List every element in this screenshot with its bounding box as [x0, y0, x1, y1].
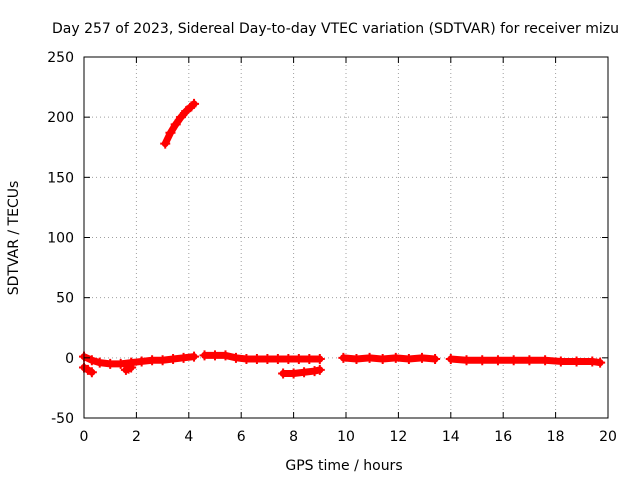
data-point [299, 367, 310, 378]
data-point [160, 138, 171, 149]
data-point [189, 98, 200, 109]
data-point [230, 352, 241, 363]
data-point [314, 354, 325, 365]
data-point [251, 354, 262, 365]
data-point [181, 106, 192, 117]
data-point [241, 354, 252, 365]
data-point [283, 354, 294, 365]
data-points [79, 98, 606, 379]
data-point [430, 354, 441, 365]
data-point [94, 357, 105, 368]
x-tick-label: 20 [599, 429, 617, 445]
y-tick-label: 250 [47, 50, 74, 66]
data-point [168, 354, 179, 365]
data-point [492, 355, 503, 366]
x-tick-label: 2 [132, 429, 141, 445]
data-point [126, 362, 137, 373]
y-tick-label: 200 [47, 110, 74, 126]
data-point [293, 354, 304, 365]
data-point [210, 350, 220, 361]
data-point [540, 355, 551, 366]
y-axis-label: SDTVAR / TECUs [6, 181, 22, 296]
x-tick-label: 18 [547, 429, 565, 445]
x-tick-label: 4 [184, 429, 193, 445]
data-point [220, 350, 231, 361]
y-tick-label: 150 [47, 170, 74, 186]
data-point [278, 368, 289, 379]
x-tick-label: 12 [389, 429, 407, 445]
x-tick-label: 10 [337, 429, 355, 445]
axis-ticks: 0 2 4 6 8 10 12 14 16 18 20 -50 0 50 100 150 200 250 [47, 50, 617, 445]
data-point [272, 354, 283, 365]
y-tick-label: 50 [56, 291, 74, 307]
data-point [115, 358, 126, 369]
data-point [175, 112, 186, 123]
data-point [351, 354, 362, 365]
data-point [199, 350, 210, 361]
data-point [189, 351, 200, 362]
data-point [288, 368, 299, 379]
data-point [416, 352, 427, 363]
data-point [86, 355, 97, 366]
x-tick-label: 0 [80, 429, 89, 445]
data-point [338, 352, 349, 363]
data-point [477, 355, 488, 366]
x-tick-label: 14 [442, 429, 460, 445]
y-tick-label: 0 [65, 351, 74, 367]
x-tick-label: 16 [494, 429, 512, 445]
data-point [86, 367, 97, 378]
x-axis-label: GPS time / hours [285, 458, 402, 474]
data-point [390, 352, 401, 363]
chart-title: Day 257 of 2023, Sidereal Day-to-day VTE… [52, 21, 619, 37]
data-point [377, 354, 388, 365]
data-point [555, 356, 566, 367]
data-point [587, 356, 598, 367]
data-point [304, 354, 315, 365]
data-point [165, 127, 176, 138]
data-point [178, 352, 189, 363]
data-point [461, 355, 472, 366]
data-point [364, 352, 375, 363]
data-point [136, 356, 147, 367]
data-point [508, 355, 519, 366]
data-point [524, 355, 535, 366]
data-point [595, 357, 606, 368]
x-tick-label: 6 [237, 429, 246, 445]
data-point [157, 355, 168, 366]
data-point [262, 354, 273, 365]
data-point [403, 354, 414, 365]
data-point [445, 354, 456, 365]
data-point [147, 355, 158, 366]
data-point [170, 119, 181, 130]
data-point [571, 356, 582, 367]
data-point [105, 358, 116, 369]
data-point [314, 364, 325, 375]
y-tick-label: -50 [51, 411, 74, 427]
y-tick-label: 100 [47, 231, 74, 247]
x-tick-label: 8 [289, 429, 298, 445]
data-point [309, 366, 320, 377]
